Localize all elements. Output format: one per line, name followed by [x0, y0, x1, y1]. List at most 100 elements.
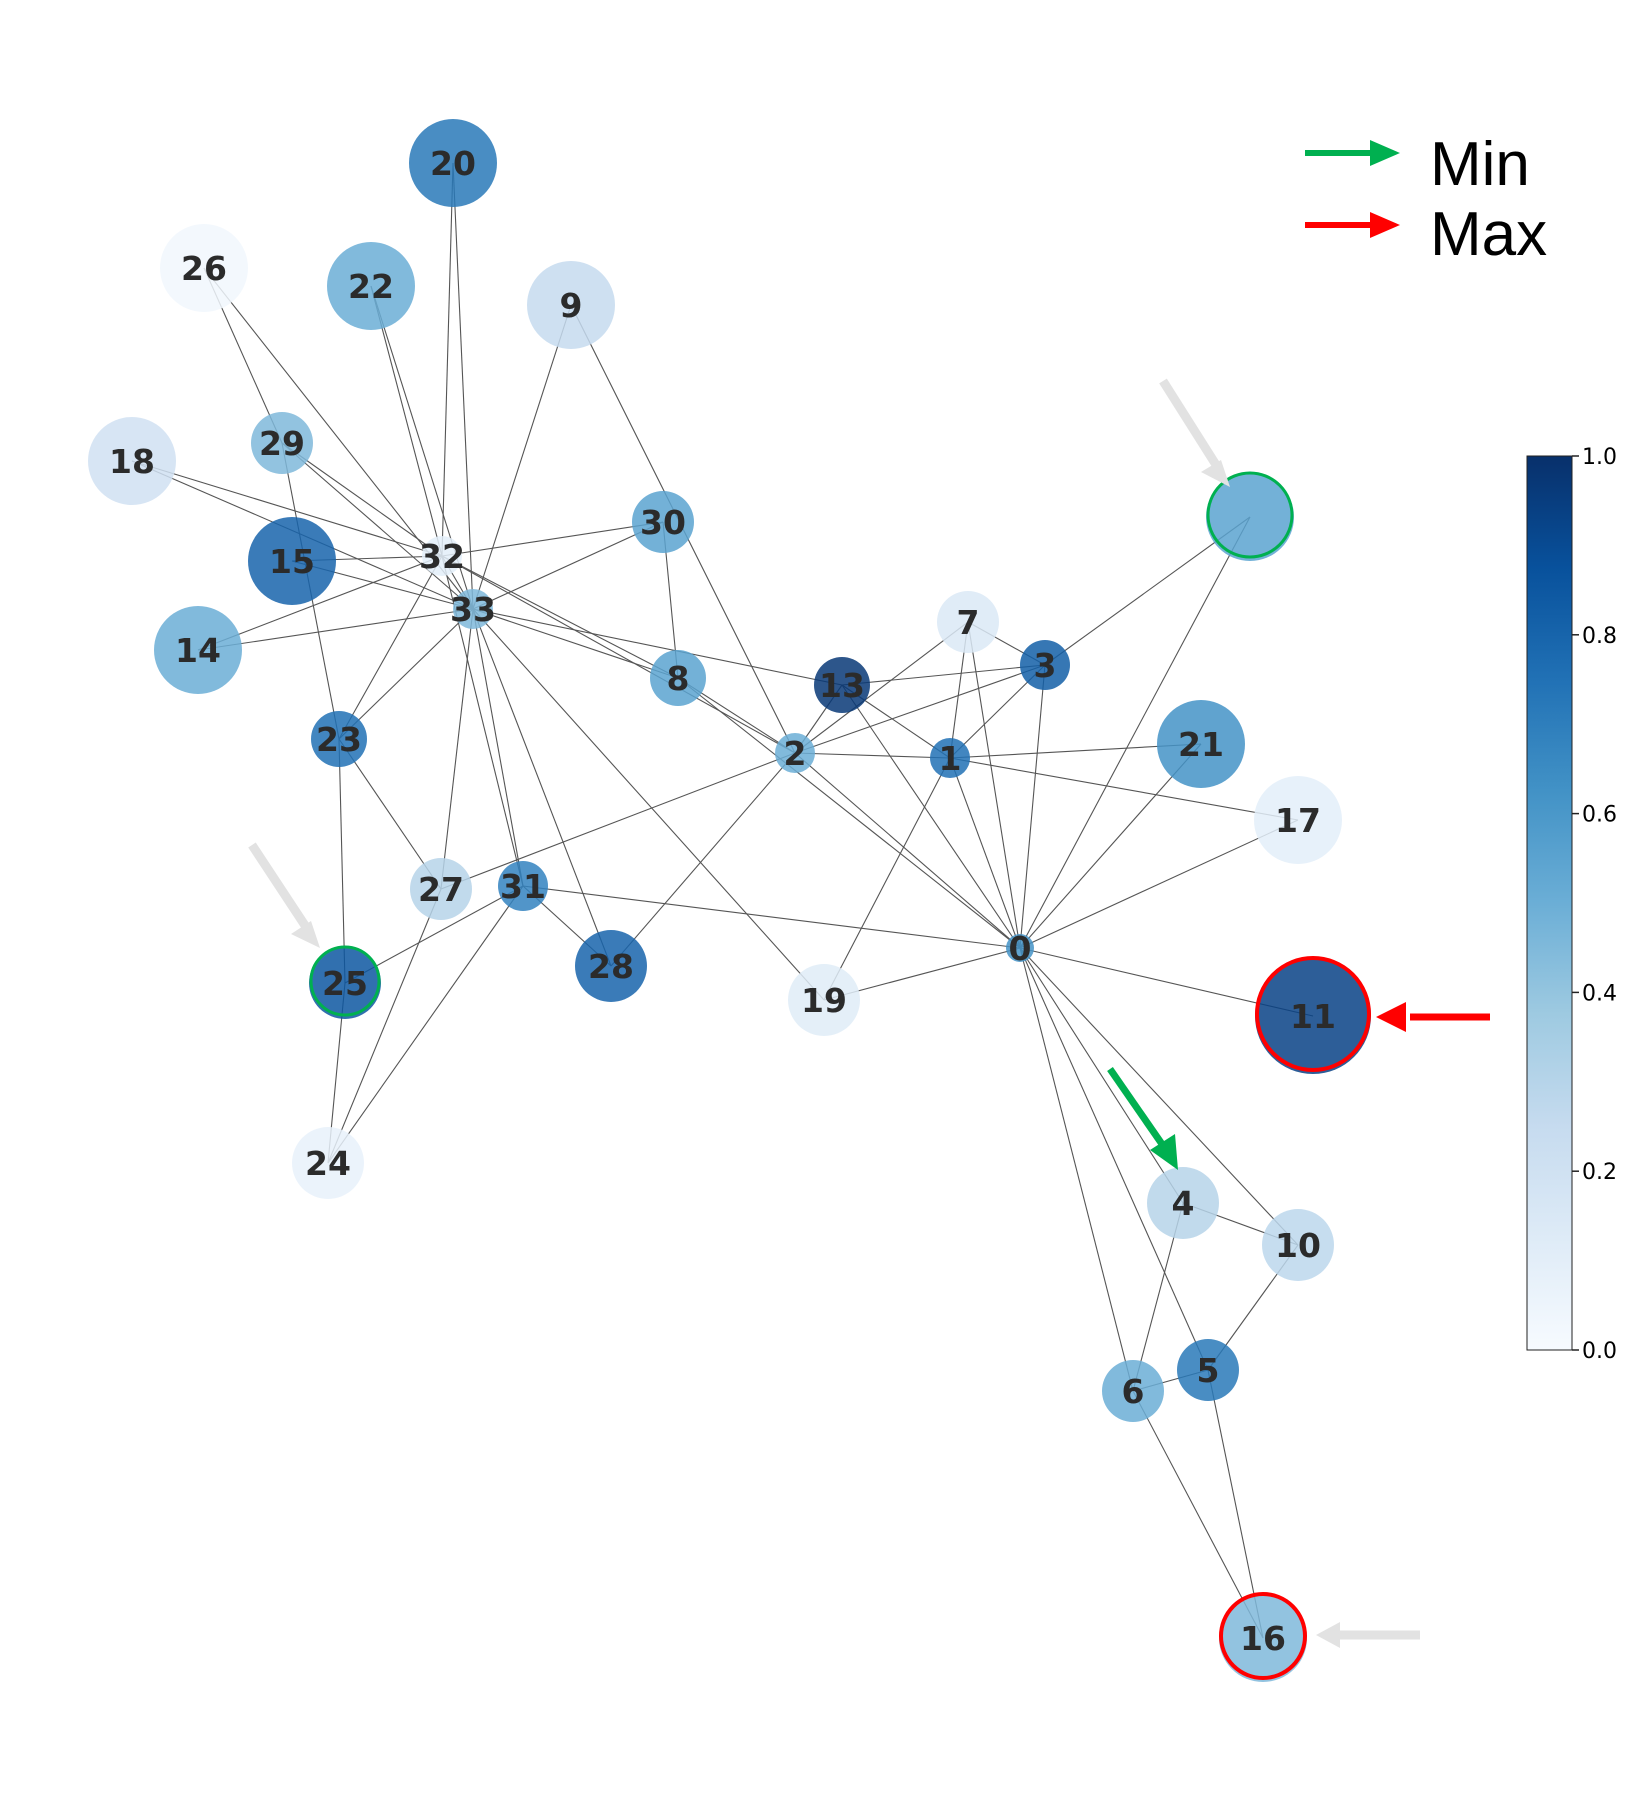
node-22-circle	[327, 242, 415, 330]
node-25: 25	[309, 945, 381, 1019]
node-5-circle	[1177, 1339, 1239, 1401]
node-18-label: 18	[109, 442, 155, 481]
node-8-label: 8	[667, 659, 690, 698]
node-17-circle	[1254, 776, 1342, 864]
node-31: 31	[498, 861, 548, 911]
node-10-label: 10	[1275, 1226, 1321, 1265]
node-8: 8	[650, 650, 706, 706]
node-20-label: 20	[430, 144, 476, 183]
node-16-circle	[1219, 1594, 1307, 1682]
node-19: 19	[788, 964, 860, 1036]
node-24: 24	[292, 1127, 364, 1199]
edge-8-32	[441, 555, 679, 679]
node-23-circle	[311, 711, 367, 767]
edge-0-3	[1019, 664, 1046, 949]
edge-23-32	[338, 555, 443, 740]
node-33-label: 33	[450, 590, 496, 629]
node-25-min-ring	[309, 945, 381, 1017]
node-26-label: 26	[181, 249, 227, 288]
node-16: 16	[1219, 1592, 1307, 1682]
edge-18-32	[131, 460, 443, 557]
edge-2-28	[610, 752, 796, 967]
node-0: 0	[1006, 929, 1034, 968]
node-25-label: 25	[322, 964, 368, 1003]
green-arrowhead-node-4	[1150, 1134, 1178, 1170]
edge-0-2	[794, 752, 1021, 949]
node-8-circle	[650, 650, 706, 706]
colorbar-tick-label-0.8: 0.8	[1582, 624, 1617, 649]
gray-arrowhead-node-16	[1316, 1622, 1340, 1648]
node-11-circle	[1255, 958, 1371, 1074]
legend-min-arrowhead	[1370, 140, 1400, 166]
node-27-circle	[410, 858, 472, 920]
edge-3-13	[841, 664, 1046, 686]
node-14-circle	[154, 606, 242, 694]
node-26-circle	[160, 224, 248, 312]
node-3-circle	[1020, 640, 1070, 690]
node-29: 29	[251, 412, 313, 474]
node-7: 7	[937, 591, 999, 653]
node-7-label: 7	[957, 603, 980, 642]
edge-24-31	[327, 885, 524, 1164]
edge-6-16	[1132, 1390, 1264, 1639]
edge-2-27	[440, 752, 796, 890]
node-9-label: 9	[560, 286, 583, 325]
node-30: 30	[632, 491, 694, 553]
edge-0-7	[967, 621, 1021, 949]
node-21-label: 21	[1178, 725, 1224, 764]
node-20-circle	[409, 119, 497, 207]
colorbar-tick-label-0.6: 0.6	[1582, 803, 1617, 828]
node-14-label: 14	[175, 631, 221, 670]
node-3: 3	[1020, 640, 1070, 690]
edge-23-33	[338, 608, 474, 740]
node-15-label: 15	[269, 542, 315, 581]
node-29-circle	[251, 412, 313, 474]
edge-23-25	[338, 738, 346, 984]
colorbar-gradient	[1526, 455, 1573, 1351]
node-32-circle	[422, 536, 462, 576]
node-26: 26	[160, 224, 248, 312]
node-9: 9	[527, 261, 615, 349]
edge-19-33	[472, 608, 825, 1001]
node-27: 27	[410, 858, 472, 920]
edge-0-13	[841, 684, 1021, 949]
node-13-label: 13	[819, 666, 865, 705]
node-layer: 0123456789101113141516171819202122232425…	[88, 119, 1371, 1682]
edge-0-6	[1019, 947, 1134, 1392]
edge-2-3	[794, 664, 1046, 754]
node-23: 23	[311, 711, 367, 767]
node-33-circle	[453, 589, 493, 629]
colorbar-tick-label-0.0: 0.0	[1582, 1339, 1617, 1364]
edge-1-17	[949, 757, 1299, 821]
edge-20-32	[441, 162, 454, 557]
edge-28-33	[472, 608, 612, 967]
node-30-circle	[632, 491, 694, 553]
edge-24-27	[327, 888, 442, 1164]
edge-30-32	[441, 521, 664, 557]
node-0-label: 0	[1009, 929, 1032, 968]
node-0-circle	[1006, 934, 1034, 962]
node-11-max-ring	[1255, 956, 1371, 1072]
legend-max-label: Max	[1430, 200, 1547, 269]
node-31-circle	[498, 861, 548, 911]
node-11: 11	[1255, 956, 1371, 1074]
node-12-circle	[1206, 473, 1294, 561]
node-32-label: 32	[419, 537, 465, 576]
node-24-circle	[292, 1127, 364, 1199]
node-4-circle	[1147, 1167, 1219, 1239]
gray-arrowhead-node-12	[1201, 460, 1230, 487]
edge-0-4	[1019, 947, 1184, 1204]
node-28-circle	[575, 930, 647, 1002]
node-32: 32	[419, 536, 465, 576]
node-1-circle	[930, 738, 970, 778]
node-19-label: 19	[801, 981, 847, 1020]
node-15-circle	[248, 517, 336, 605]
node-18: 18	[88, 417, 176, 505]
node-23-label: 23	[316, 720, 362, 759]
node-13: 13	[814, 657, 870, 713]
node-28: 28	[575, 930, 647, 1002]
legend: Min Max	[1305, 130, 1547, 269]
edge-0-31	[522, 885, 1021, 949]
node-11-label: 11	[1290, 997, 1336, 1036]
